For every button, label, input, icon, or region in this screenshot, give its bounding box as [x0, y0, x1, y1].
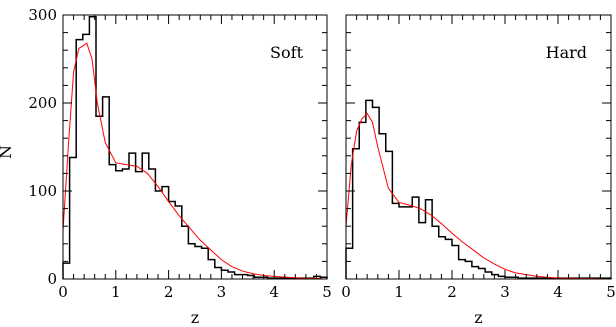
x-tick-label: 1 — [111, 283, 121, 301]
y-tick-label: 200 — [28, 94, 57, 112]
y-axis-label: N — [0, 145, 15, 159]
x-tick-label: 5 — [322, 283, 332, 301]
y-tick-label: 100 — [28, 182, 57, 200]
histogram-series — [62, 16, 328, 279]
fit-curve-series — [62, 42, 322, 280]
x-tick-label: 0 — [58, 283, 68, 301]
plot-frame — [62, 14, 328, 280]
x-tick-label: 5 — [606, 283, 616, 301]
hard-panel: 0 1 2 3 4 5 z Hard — [341, 14, 616, 327]
x-tick-label: 0 — [341, 283, 351, 301]
x-axis-label: z — [474, 308, 482, 327]
soft-panel: 0 1 2 3 4 5 0 100 200 300 z N Soft — [0, 6, 332, 327]
x-tick-label: 3 — [500, 283, 510, 301]
panel-title: Hard — [546, 43, 587, 62]
panel-title: Soft — [270, 43, 304, 62]
y-tick-label: 300 — [28, 6, 57, 24]
histogram-series — [345, 99, 612, 279]
x-tick-label: 1 — [394, 283, 404, 301]
x-tick-label: 2 — [164, 283, 174, 301]
x-tick-label: 4 — [269, 283, 279, 301]
x-tick-label: 3 — [217, 283, 227, 301]
fit-curve-series — [345, 112, 606, 280]
y-tick-label: 0 — [47, 270, 57, 288]
x-axis-label: z — [191, 308, 199, 327]
x-tick-label: 2 — [447, 283, 457, 301]
plot-frame — [345, 14, 612, 280]
x-tick-label: 4 — [553, 283, 563, 301]
